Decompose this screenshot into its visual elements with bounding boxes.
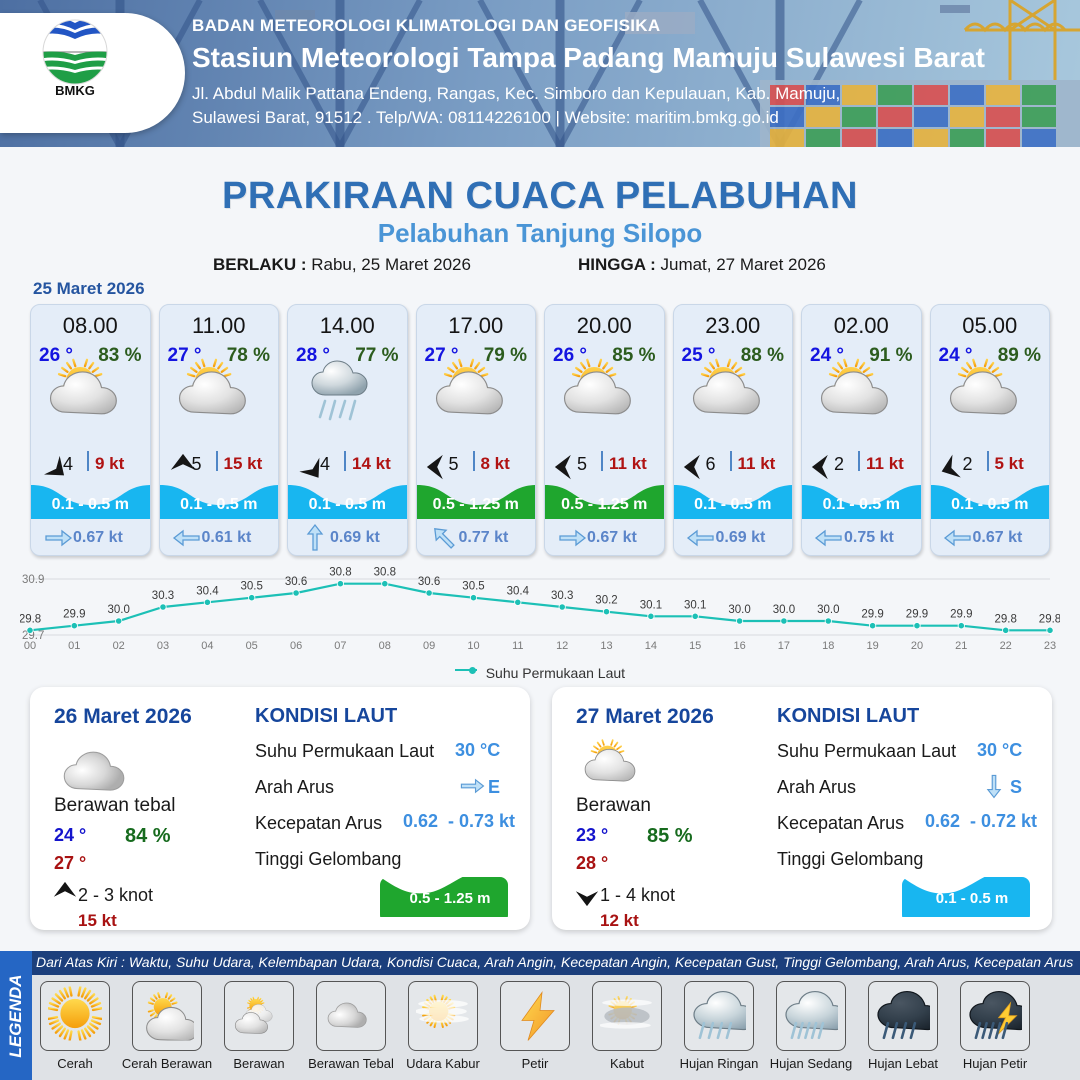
svg-text:07: 07 [334, 640, 346, 652]
svg-text:29.8: 29.8 [20, 613, 41, 625]
svg-text:BMKG: BMKG [55, 83, 95, 98]
svg-text:01: 01 [68, 640, 80, 652]
svg-text:30.5: 30.5 [241, 581, 263, 593]
svg-text:02: 02 [113, 640, 125, 652]
svg-text:29.9: 29.9 [950, 609, 972, 621]
svg-text:15: 15 [689, 640, 701, 652]
svg-text:06: 06 [290, 640, 302, 652]
svg-text:30.4: 30.4 [196, 585, 219, 597]
svg-text:19: 19 [866, 640, 878, 652]
svg-text:29.9: 29.9 [906, 609, 928, 621]
svg-text:21: 21 [955, 640, 967, 652]
svg-text:30.8: 30.8 [329, 567, 351, 579]
svg-text:30.3: 30.3 [152, 590, 174, 602]
svg-text:20: 20 [911, 640, 923, 652]
svg-text:08: 08 [379, 640, 391, 652]
svg-text:0.1 - 0.5 m: 0.1 - 0.5 m [936, 890, 1009, 907]
svg-text:30.0: 30.0 [817, 604, 839, 616]
svg-text:0.5 - 1.25 m: 0.5 - 1.25 m [410, 890, 491, 907]
svg-text:04: 04 [201, 640, 213, 652]
svg-text:30.1: 30.1 [684, 599, 706, 611]
svg-text:30.1: 30.1 [640, 599, 662, 611]
svg-text:30.0: 30.0 [728, 604, 750, 616]
svg-text:30.6: 30.6 [285, 576, 307, 588]
svg-text:30.5: 30.5 [462, 581, 484, 593]
svg-text:23: 23 [1044, 640, 1056, 652]
svg-text:29.8: 29.8 [995, 613, 1017, 625]
svg-text:17: 17 [778, 640, 790, 652]
svg-text:30.0: 30.0 [773, 604, 795, 616]
svg-text:30.2: 30.2 [595, 595, 617, 607]
svg-text:12: 12 [556, 640, 568, 652]
svg-text:30.8: 30.8 [374, 567, 396, 579]
svg-text:18: 18 [822, 640, 834, 652]
svg-text:05: 05 [246, 640, 258, 652]
svg-text:13: 13 [600, 640, 612, 652]
svg-text:11: 11 [512, 640, 523, 652]
svg-text:09: 09 [423, 640, 435, 652]
svg-text:14: 14 [645, 640, 657, 652]
svg-text:16: 16 [733, 640, 745, 652]
svg-text:30.9: 30.9 [22, 574, 44, 586]
svg-text:29.9: 29.9 [63, 609, 85, 621]
svg-text:22: 22 [1000, 640, 1012, 652]
svg-text:29.9: 29.9 [861, 609, 883, 621]
svg-text:30.6: 30.6 [418, 576, 440, 588]
svg-text:30.3: 30.3 [551, 590, 573, 602]
svg-text:30.0: 30.0 [108, 604, 130, 616]
svg-text:00: 00 [24, 640, 36, 652]
svg-text:30.4: 30.4 [507, 585, 530, 597]
svg-text:10: 10 [467, 640, 479, 652]
svg-text:29.8: 29.8 [1039, 613, 1060, 625]
svg-text:03: 03 [157, 640, 169, 652]
